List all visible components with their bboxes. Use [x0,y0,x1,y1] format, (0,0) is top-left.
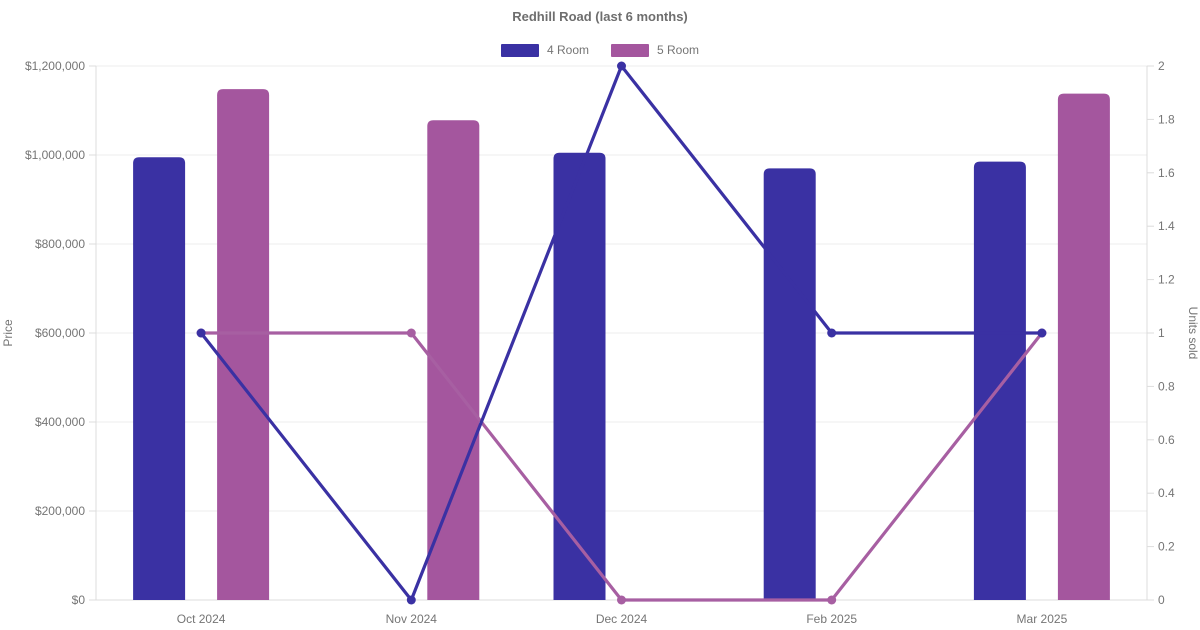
point-4-room-feb-2025[interactable] [827,328,837,338]
y-right-tick-label: 1.2 [1158,273,1175,287]
y-left-tick-label: $1,000,000 [25,148,85,162]
point-5-room-nov-2024[interactable] [406,328,416,338]
y-right-tick-label: 0.8 [1158,379,1175,393]
legend-item-4-room[interactable]: 4 Room [500,43,589,57]
y-left-axis-title: Price [1,319,15,347]
point-4-room-nov-2024[interactable] [406,595,416,605]
bar-5-room-oct-2024[interactable] [217,89,270,600]
y-right-tick-label: 1.8 [1158,112,1175,126]
y-right-tick-label: 0.4 [1158,486,1175,500]
bar-4-room-dec-2024[interactable] [553,152,606,600]
legend-swatch-5-room [611,43,649,57]
y-left-tick-label: $400,000 [35,415,85,429]
y-right-tick-label: 0.2 [1158,540,1175,554]
point-4-room-oct-2024[interactable] [196,328,206,338]
y-left-tick-label: $200,000 [35,504,85,518]
point-5-room-dec-2024[interactable] [617,595,626,605]
legend-item-5-room[interactable]: 5 Room [611,43,699,57]
x-tick-label: Mar 2025 [1017,612,1068,626]
x-tick-label: Dec 2024 [596,612,648,626]
y-left-tick-label: $1,200,000 [25,59,85,73]
point-4-room-dec-2024[interactable] [617,61,626,71]
x-tick-label: Nov 2024 [386,612,438,626]
bar-4-room-mar-2025[interactable] [973,161,1026,601]
y-right-tick-label: 1.4 [1158,219,1175,233]
point-5-room-feb-2025[interactable] [827,595,837,605]
line-5-room-units [199,331,1044,602]
x-tick-label: Oct 2024 [177,612,226,626]
y-left-tick-label: $0 [72,593,86,607]
y-left-tick-label: $600,000 [35,326,85,340]
y-right-tick-label: 1 [1158,326,1165,340]
y-right-axis-title: Units sold [1186,307,1200,360]
y-right-tick-label: 0 [1158,593,1165,607]
x-tick-label: Feb 2025 [806,612,857,626]
legend-label-4-room: 4 Room [546,43,589,57]
bar-4-room-feb-2025[interactable] [763,168,816,600]
legend-label-5-room: 5 Room [657,43,700,57]
y-right-tick-label: 0.6 [1158,433,1175,447]
legend-swatch-4-room [500,43,539,57]
y-right-tick-label: 1.6 [1158,166,1175,180]
y-left-tick-label: $800,000 [35,237,85,251]
y-right-tick-label: 2 [1158,59,1165,73]
chart-title: Redhill Road (last 6 months) [512,9,688,24]
legend: 4 Room 5 Room [0,43,1200,57]
bar-4-room-oct-2024[interactable] [133,157,186,600]
point-4-room-mar-2025[interactable] [1037,328,1047,338]
bar-5-room-nov-2024[interactable] [427,120,480,600]
bar-5-room-mar-2025[interactable] [1057,93,1110,600]
